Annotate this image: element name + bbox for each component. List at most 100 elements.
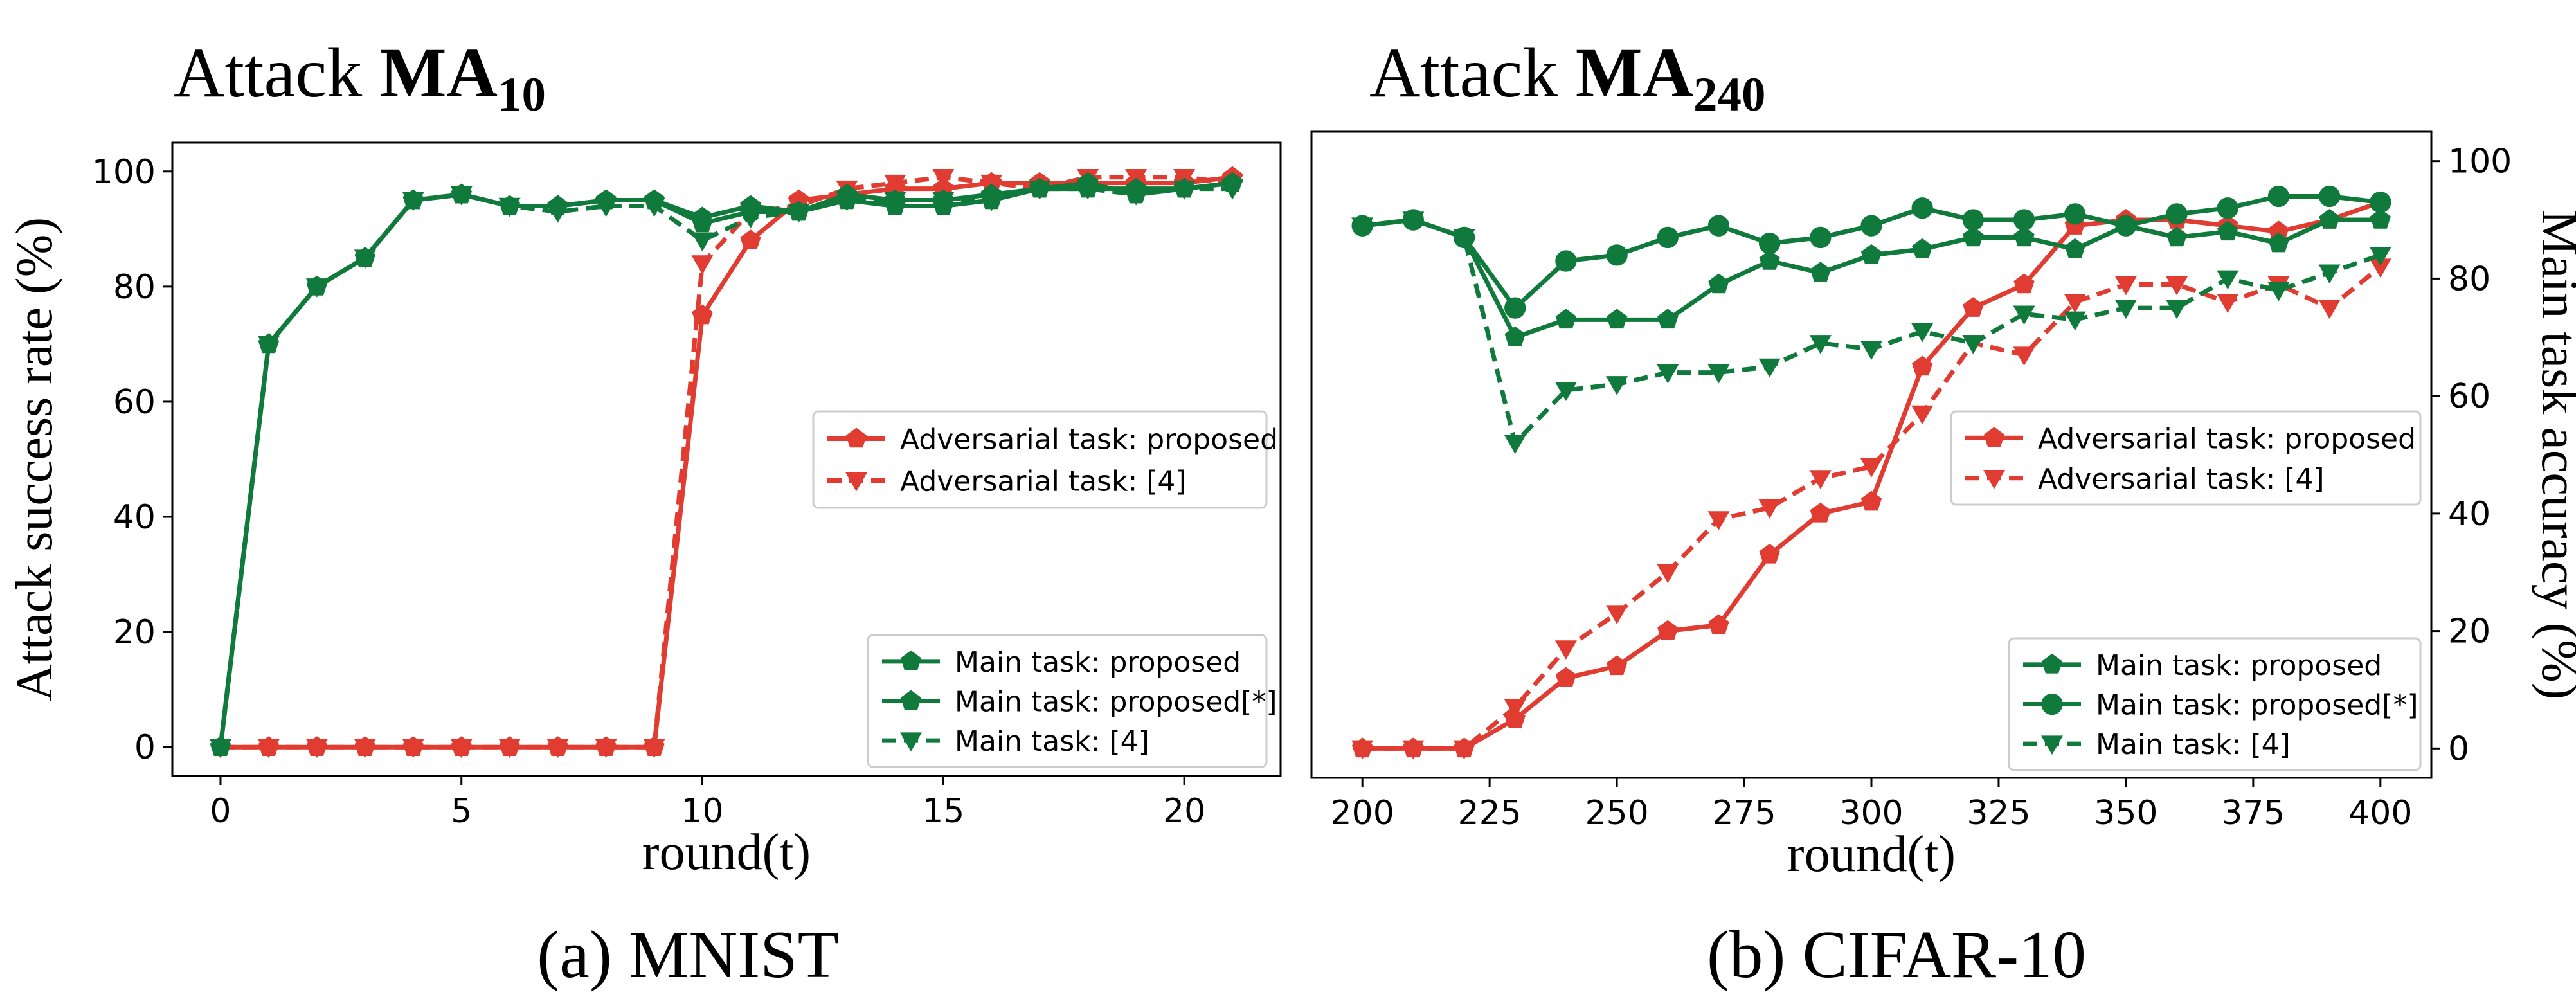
y-axis-label: Main task accuracy (%) [2531, 210, 2576, 700]
data-point [739, 209, 762, 229]
legend-box [1950, 410, 2422, 506]
y-tick-label: 40 [113, 498, 156, 537]
x-tick-label: 300 [1839, 794, 1903, 832]
y-tick-label: 100 [2448, 143, 2512, 181]
data-point [1221, 180, 1244, 200]
data-point [1759, 250, 1780, 270]
data-point [932, 168, 955, 188]
data-point [2064, 294, 2086, 313]
data-point [2064, 311, 2086, 331]
data-point [643, 197, 665, 217]
legend-bottom-right: Main task: proposed Main task: proposed[*… [867, 634, 1277, 768]
data-point [1707, 511, 1730, 530]
data-point [2369, 258, 2391, 278]
data-point [1453, 229, 1475, 249]
data-point [740, 229, 761, 249]
y-tick-label: 60 [113, 383, 156, 422]
legend-label: Adversarial task: proposed [900, 424, 1278, 456]
x-axis-label: round(t) [1787, 826, 1956, 883]
data-point [2267, 282, 2290, 301]
series-layer [209, 166, 1244, 759]
data-point [2166, 276, 2188, 296]
legend-label: Main task: [4] [2096, 728, 2291, 761]
plot-frame [171, 141, 1282, 777]
data-point [257, 739, 280, 759]
data-point [2064, 238, 2085, 258]
data-point [2013, 209, 2035, 231]
data-point [257, 336, 280, 355]
data-point [2318, 264, 2341, 284]
y-tick-label: 40 [2448, 495, 2490, 534]
data-point [2114, 300, 2137, 319]
data-point [1504, 435, 1526, 454]
x-tick-label: 350 [2094, 794, 2157, 832]
data-point [595, 739, 617, 759]
data-point [2370, 191, 2391, 213]
data-point [1911, 323, 1934, 343]
data-point [1962, 209, 1985, 231]
data-point [1758, 232, 1781, 255]
data-point [2318, 300, 2341, 319]
data-point [1555, 309, 1577, 329]
data-point [1708, 273, 1729, 294]
y-tick-label: 0 [134, 728, 156, 767]
data-point [2013, 226, 2035, 247]
panel-a-title: Attack MA10 [174, 33, 546, 121]
legend-label: Adversarial task: [4] [2038, 463, 2325, 496]
data-point [2166, 300, 2188, 319]
data-point [1606, 655, 1628, 676]
x-tick-label: 20 [1163, 792, 1205, 831]
legend-label: Main task: proposed [955, 646, 1241, 679]
data-point [932, 192, 955, 211]
data-point [1606, 244, 1628, 266]
legend-marker [900, 732, 922, 752]
legend-label: Main task: [4] [955, 725, 1149, 758]
data-point [1351, 217, 1374, 237]
data-point [691, 232, 714, 252]
data-point [836, 192, 858, 211]
data-point [1606, 376, 1628, 395]
data-point [1708, 614, 1729, 634]
legend-label: Main task: proposed [2096, 649, 2382, 682]
series-line-5 [218, 186, 1233, 748]
data-point [2318, 185, 2341, 208]
data-point [788, 203, 810, 223]
data-point [1554, 382, 1577, 401]
data-point [1453, 740, 1475, 760]
data-point [1962, 335, 1985, 354]
data-point [2319, 209, 2340, 229]
data-point [884, 192, 906, 211]
x-tick-label: 200 [1331, 794, 1394, 832]
x-axis-label: round(t) [642, 824, 811, 881]
y-tick-label: 80 [113, 268, 156, 307]
legend-center-right: Adversarial task: proposed Adversarial ta… [812, 410, 1278, 509]
data-point [2268, 232, 2289, 253]
data-point [1351, 740, 1374, 760]
legend-marker [1983, 470, 2005, 489]
data-point [1504, 297, 1526, 319]
y-tick-label: 80 [2448, 260, 2490, 298]
data-point [691, 255, 714, 275]
x-tick-label: 5 [451, 792, 472, 831]
data-point [305, 278, 328, 298]
data-point [1504, 699, 1526, 719]
data-point [2217, 270, 2239, 290]
data-point [546, 739, 569, 759]
x-tick-label: 375 [2221, 794, 2285, 832]
data-point [1657, 226, 1679, 249]
legend-label: Main task: proposed[*] [955, 686, 1277, 719]
data-point [1860, 490, 1882, 511]
data-point [1810, 502, 1831, 523]
legend-label: Adversarial task: proposed [2038, 422, 2416, 455]
data-point [1125, 186, 1148, 206]
data-point [2267, 185, 2290, 208]
legend-marker [2041, 735, 2063, 755]
data-point [1912, 238, 1933, 258]
x-tick-label: 10 [681, 792, 723, 831]
data-point [2013, 346, 2035, 366]
x-tick-label: 225 [1458, 794, 1522, 832]
data-point [1963, 297, 1984, 317]
chart-cifar10: 200 225 250 275 300 325 350 375 400 0 20 40 60 80 100 r… [1310, 130, 2576, 883]
data-point [354, 739, 376, 759]
series-line-2 [1362, 265, 2382, 751]
